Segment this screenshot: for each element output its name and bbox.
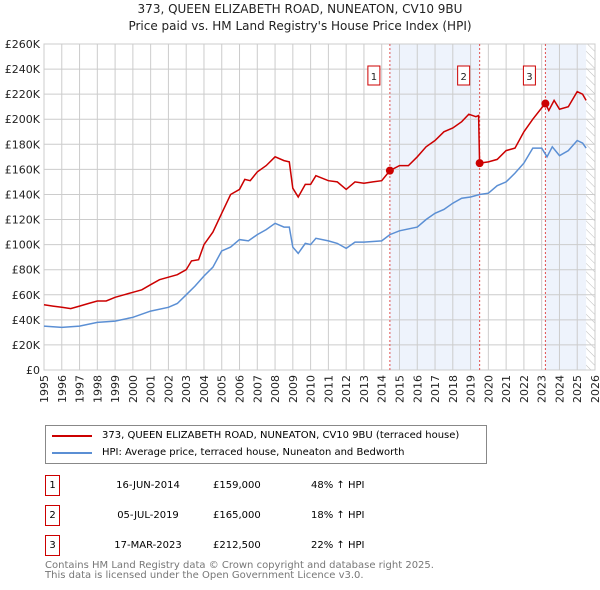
sale-badge: 2 [45, 505, 60, 526]
x-tick-label: 2004 [198, 375, 211, 403]
x-tick-label: 2007 [251, 375, 264, 403]
x-tick-label: 2020 [482, 375, 495, 403]
future-hatch [586, 44, 595, 370]
sale-row: 2 05-JUL-2019 £165,000 18% ↑ HPI [45, 505, 495, 526]
x-tick-label: 2010 [305, 375, 318, 403]
x-tick-label: 2001 [145, 375, 158, 403]
sale-price: £165,000 [213, 510, 261, 521]
sale-label: 1 [371, 72, 377, 83]
x-tick-label: 2026 [589, 375, 600, 403]
x-tick-label: 1999 [109, 375, 122, 403]
y-tick-label: £20K [12, 339, 41, 352]
x-tick-label: 2005 [216, 375, 229, 403]
x-tick-label: 2012 [340, 375, 353, 403]
x-tick-label: 2015 [393, 375, 406, 403]
x-tick-label: 2018 [447, 375, 460, 403]
x-tick-label: 2002 [162, 375, 175, 403]
x-tick-label: 2000 [127, 375, 140, 403]
legend-label-property: 373, QUEEN ELIZABETH ROAD, NUNEATON, CV1… [102, 430, 460, 441]
y-tick-label: £60K [12, 289, 41, 302]
y-tick-label: £180K [5, 138, 41, 151]
x-tick-label: 1998 [91, 375, 104, 403]
sale-date: 16-JUN-2014 [116, 480, 180, 491]
legend: 373, QUEEN ELIZABETH ROAD, NUNEATON, CV1… [45, 425, 487, 464]
y-tick-label: £80K [12, 264, 41, 277]
x-tick-label: 2025 [571, 375, 584, 403]
sale-hpi: 48% ↑ HPI [311, 480, 365, 491]
hpi-line [43, 139, 587, 329]
y-tick-label: £140K [5, 188, 41, 201]
sale-point [385, 166, 394, 175]
y-tick-label: £100K [5, 239, 41, 252]
x-tick-label: 2017 [429, 375, 442, 403]
x-tick-label: 2024 [553, 375, 566, 403]
sale-price: £159,000 [213, 480, 261, 491]
sale-date: 17-MAR-2023 [114, 540, 182, 551]
y-tick-label: £240K [5, 63, 41, 76]
sale-hpi: 18% ↑ HPI [311, 510, 365, 521]
sale-point [475, 159, 484, 168]
y-tick-label: £0 [26, 364, 40, 377]
y-tick-label: £260K [5, 38, 41, 51]
chart-subtitle: Price paid vs. HM Land Registry's House … [128, 19, 472, 33]
footer-copyright: Contains HM Land Registry data © Crown c… [45, 560, 434, 571]
sale-price: £212,500 [213, 540, 261, 551]
sale-label: 2 [460, 72, 466, 83]
plot-area: £0 £20K £40K £60K £80K £100K £120K £140K £160K £1… [5, 38, 600, 403]
shaded-ownership-period [545, 44, 587, 370]
x-tick-label: 2008 [269, 375, 282, 403]
sale-label-box [457, 65, 471, 86]
x-tick-label: 1995 [38, 375, 51, 403]
x-tick-label: 1997 [74, 375, 87, 403]
x-tick-label: 2011 [322, 375, 335, 403]
x-tick-label: 2003 [180, 375, 193, 403]
chart-title: 373, QUEEN ELIZABETH ROAD, NUNEATON, CV1… [137, 2, 463, 16]
x-tick-label: 2013 [358, 375, 371, 403]
x-tick-label: 2023 [536, 375, 549, 403]
y-tick-label: £200K [5, 113, 41, 126]
property-price-line [43, 90, 587, 310]
y-tick-label: £40K [12, 314, 41, 327]
y-tick-label: £120K [5, 214, 41, 227]
x-tick-label: 2006 [234, 375, 247, 403]
legend-swatch-property [52, 434, 92, 437]
sale-badge: 1 [45, 475, 60, 496]
sale-label: 3 [526, 72, 532, 83]
legend-label-hpi: HPI: Average price, terraced house, Nune… [102, 447, 405, 458]
footer-licence: This data is licensed under the Open Gov… [45, 570, 364, 581]
sale-hpi: 22% ↑ HPI [311, 540, 365, 551]
y-tick-label: £160K [5, 163, 41, 176]
sale-row: 3 17-MAR-2023 £212,500 22% ↑ HPI [45, 535, 495, 556]
sale-label-box [367, 65, 381, 86]
y-tick-label: £220K [5, 88, 41, 101]
plot-border [43, 43, 596, 371]
sale-badge: 3 [45, 535, 60, 556]
x-tick-label: 1996 [56, 375, 69, 403]
sale-label-box [522, 65, 536, 86]
x-tick-label: 2014 [376, 375, 389, 403]
x-tick-label: 2016 [411, 375, 424, 403]
x-tick-label: 2019 [465, 375, 478, 403]
legend-swatch-hpi [52, 451, 92, 454]
x-tick-label: 2009 [287, 375, 300, 403]
x-tick-label: 2022 [518, 375, 531, 403]
sale-row: 1 16-JUN-2014 £159,000 48% ↑ HPI [45, 475, 495, 496]
sale-date: 05-JUL-2019 [117, 510, 179, 521]
x-tick-label: 2021 [500, 375, 513, 403]
sale-point [541, 99, 550, 108]
